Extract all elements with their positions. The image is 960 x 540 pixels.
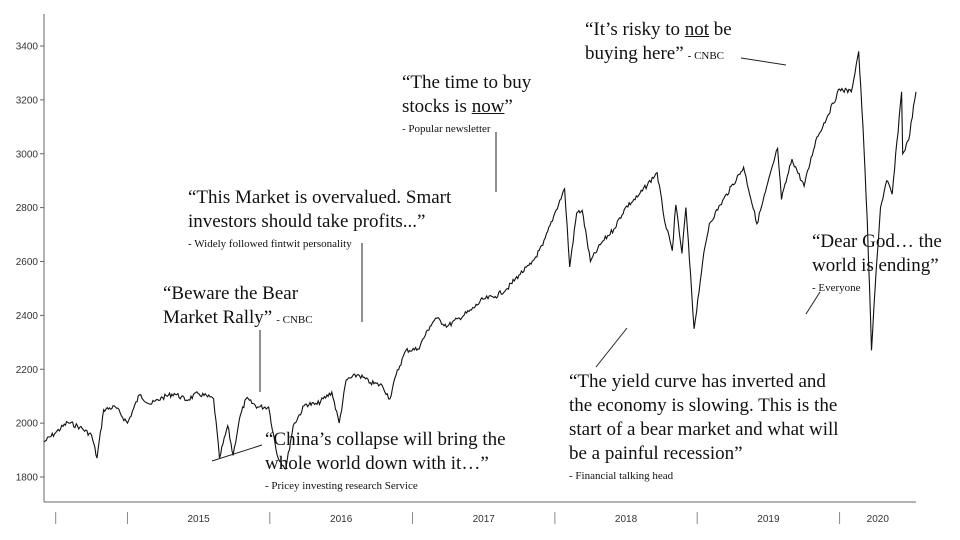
annotation-quote-line: “Dear God… the [812, 231, 942, 252]
x-year-label: 2015 [188, 514, 211, 525]
annotation-quote-underlined: now [471, 96, 505, 117]
annotation-quote-line: start of a bear market and what will [569, 419, 839, 440]
annotation-dear-god: “Dear God… the world is ending” - Everyo… [812, 230, 942, 296]
annotation-quote-line: world is ending” [812, 255, 939, 276]
annotation-quote-text: “It’s risky to [585, 19, 685, 40]
x-axis-year-labels: 2015 2016 2017 2018 2019 2020 [188, 514, 890, 525]
annotation-quote-line: investors should take profits...” [188, 211, 426, 232]
annotation-quote-line: “This Market is overvalued. Smart [188, 187, 452, 208]
x-axis-year-separators [55, 512, 841, 524]
annotation-overvalued: “This Market is overvalued. Smart invest… [188, 186, 451, 252]
annotation-quote-text: stocks is [402, 96, 472, 117]
y-tick-label: 2200 [16, 365, 39, 376]
leader-line-china [211, 444, 263, 462]
annotation-quote-line: Market Rally” [163, 307, 273, 328]
annotation-quote-line: the economy is slowing. This is the [569, 395, 838, 416]
x-year-label: 2020 [867, 514, 890, 525]
annotation-quote-line: buying here” [585, 43, 684, 64]
series-line [43, 51, 917, 470]
y-tick-label: 2800 [16, 203, 39, 214]
annotation-source: - CNBC [687, 50, 725, 62]
annotation-yield-curve: “The yield curve has inverted and the ec… [569, 370, 839, 484]
annotation-quote-text: be [709, 19, 732, 40]
annotation-leader-lines [211, 57, 821, 462]
annotation-risky: “It’s risky to not be buying here” - CNBC [585, 18, 732, 68]
y-tick-label: 2600 [16, 257, 39, 268]
annotation-quote-line: “The time to buy [402, 72, 532, 93]
annotation-quote-line: whole world down with it…” [265, 453, 489, 474]
annotation-quote-underlined: not [684, 19, 710, 40]
y-tick-label: 3400 [16, 42, 39, 53]
y-tick-label: 2400 [16, 311, 39, 322]
x-year-label: 2016 [330, 514, 353, 525]
annotation-quote-line: be a painful recession” [569, 443, 743, 464]
y-tick-label: 1800 [16, 473, 39, 484]
annotation-source: - Pricey investing research Service [265, 480, 418, 492]
leader-line-risky [740, 57, 787, 66]
x-year-label: 2017 [473, 514, 496, 525]
leader-line-yield-curve [595, 327, 628, 368]
annotation-source: - Widely followed fintwit personality [188, 238, 352, 250]
annotation-time-to-buy: “The time to buy stocks is now” - Popula… [402, 71, 531, 137]
leader-line-dear-god [805, 291, 821, 315]
annotation-quote-line: “The yield curve has inverted and [569, 371, 826, 392]
x-year-label: 2019 [757, 514, 780, 525]
annotation-source: - CNBC [276, 314, 313, 326]
y-tick-label: 2000 [16, 419, 39, 430]
annotation-china: “China’s collapse will bring the whole w… [265, 428, 506, 494]
y-tick-label: 3200 [16, 95, 39, 106]
y-axis-ticks: 1800 2000 2200 2400 2600 2800 3000 3200 3400 [16, 42, 44, 484]
x-year-label: 2018 [615, 514, 638, 525]
y-tick-label: 3000 [16, 149, 39, 160]
annotation-source: - Financial talking head [569, 470, 674, 482]
annotation-source: - Popular newsletter [402, 123, 491, 135]
annotation-quote-text: ” [504, 96, 513, 117]
annotation-quote-line: “China’s collapse will bring the [265, 429, 506, 450]
annotation-bear-rally: “Beware the Bear Market Rally” - CNBC [163, 282, 313, 332]
annotation-source: - Everyone [812, 282, 861, 294]
annotation-quote-line: “Beware the Bear [163, 283, 299, 304]
